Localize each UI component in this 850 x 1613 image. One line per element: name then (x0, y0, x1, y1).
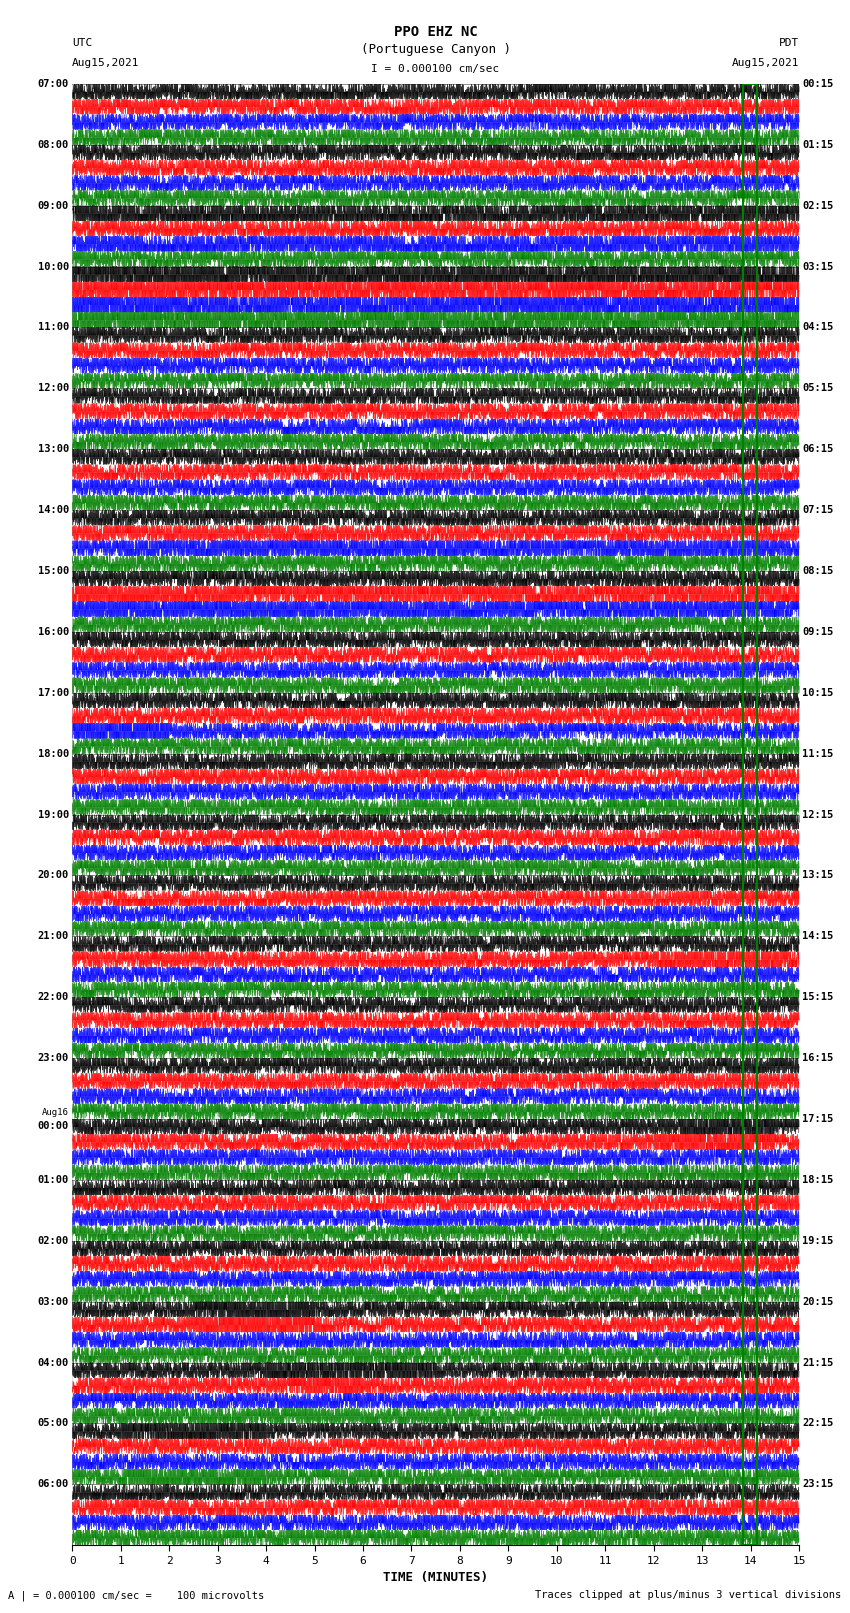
Text: 11:00: 11:00 (37, 323, 69, 332)
Text: 02:15: 02:15 (802, 200, 834, 211)
Text: 17:00: 17:00 (37, 687, 69, 698)
Text: 04:00: 04:00 (37, 1358, 69, 1368)
Text: 00:15: 00:15 (802, 79, 834, 89)
Text: 23:00: 23:00 (37, 1053, 69, 1063)
Text: 13:15: 13:15 (802, 871, 834, 881)
Text: Aug16: Aug16 (42, 1108, 69, 1118)
Text: 13:00: 13:00 (37, 444, 69, 455)
Text: 10:00: 10:00 (37, 261, 69, 271)
Text: 03:15: 03:15 (802, 261, 834, 271)
Text: 06:00: 06:00 (37, 1479, 69, 1489)
Text: 02:00: 02:00 (37, 1236, 69, 1245)
Text: 17:15: 17:15 (802, 1115, 834, 1124)
Text: I = 0.000100 cm/sec: I = 0.000100 cm/sec (371, 65, 500, 74)
Text: 20:15: 20:15 (802, 1297, 834, 1307)
Text: 14:00: 14:00 (37, 505, 69, 515)
Text: 16:15: 16:15 (802, 1053, 834, 1063)
Text: PPO EHZ NC: PPO EHZ NC (394, 24, 478, 39)
Text: Traces clipped at plus/minus 3 vertical divisions: Traces clipped at plus/minus 3 vertical … (536, 1590, 842, 1600)
Bar (743, 84, 756, 1545)
Text: 08:15: 08:15 (802, 566, 834, 576)
Text: 06:15: 06:15 (802, 444, 834, 455)
Text: Aug15,2021: Aug15,2021 (72, 58, 139, 68)
Text: 07:15: 07:15 (802, 505, 834, 515)
X-axis label: TIME (MINUTES): TIME (MINUTES) (383, 1571, 488, 1584)
Text: 19:15: 19:15 (802, 1236, 834, 1245)
Text: 15:00: 15:00 (37, 566, 69, 576)
Text: 09:15: 09:15 (802, 627, 834, 637)
Text: 14:15: 14:15 (802, 931, 834, 942)
Text: Aug15,2021: Aug15,2021 (732, 58, 799, 68)
Text: 12:00: 12:00 (37, 384, 69, 394)
Text: 21:00: 21:00 (37, 931, 69, 942)
Text: 12:15: 12:15 (802, 810, 834, 819)
Text: 21:15: 21:15 (802, 1358, 834, 1368)
Text: 15:15: 15:15 (802, 992, 834, 1002)
Text: PDT: PDT (779, 39, 799, 48)
Text: 04:15: 04:15 (802, 323, 834, 332)
Text: 16:00: 16:00 (37, 627, 69, 637)
Text: 09:00: 09:00 (37, 200, 69, 211)
Text: 01:15: 01:15 (802, 140, 834, 150)
Text: 08:00: 08:00 (37, 140, 69, 150)
Text: 01:00: 01:00 (37, 1174, 69, 1186)
Text: 05:00: 05:00 (37, 1418, 69, 1429)
Text: 18:00: 18:00 (37, 748, 69, 758)
Text: A | = 0.000100 cm/sec =    100 microvolts: A | = 0.000100 cm/sec = 100 microvolts (8, 1590, 264, 1602)
Text: (Portuguese Canyon ): (Portuguese Canyon ) (360, 44, 511, 56)
Text: 11:15: 11:15 (802, 748, 834, 758)
Text: 10:15: 10:15 (802, 687, 834, 698)
Text: 19:00: 19:00 (37, 810, 69, 819)
Text: 23:15: 23:15 (802, 1479, 834, 1489)
Text: 22:00: 22:00 (37, 992, 69, 1002)
Text: 03:00: 03:00 (37, 1297, 69, 1307)
Text: 00:00: 00:00 (37, 1121, 69, 1131)
Text: 07:00: 07:00 (37, 79, 69, 89)
Text: UTC: UTC (72, 39, 93, 48)
Text: 22:15: 22:15 (802, 1418, 834, 1429)
Text: 20:00: 20:00 (37, 871, 69, 881)
Text: 18:15: 18:15 (802, 1174, 834, 1186)
Text: 05:15: 05:15 (802, 384, 834, 394)
